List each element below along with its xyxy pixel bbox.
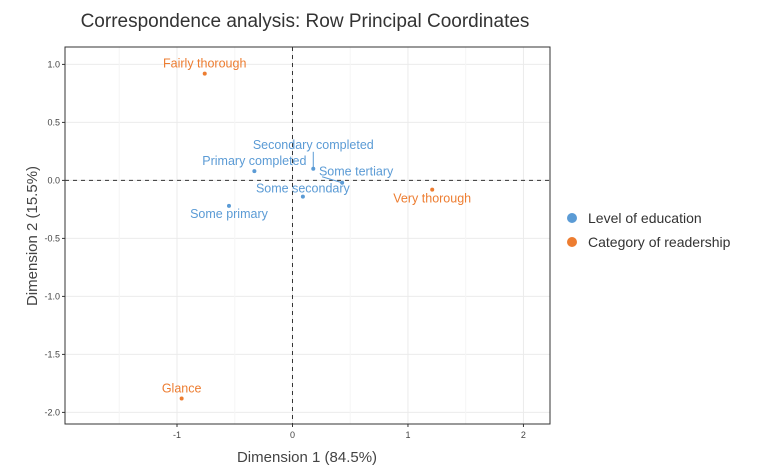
point-label: Secondary completed [253,138,374,152]
data-point [340,180,345,185]
data-point [226,203,231,208]
plot-border [64,46,551,425]
x-tick-label: 2 [521,430,526,440]
y-tick-label: -2.0 [44,407,60,417]
data-point [311,166,316,171]
data-point [202,71,207,76]
x-axis-label: Dimension 1 (84.5%) [237,449,377,466]
legend-marker [567,213,577,223]
x-tick-label: -1 [173,430,181,440]
y-tick-label: -1.0 [44,291,60,301]
data-point [430,187,435,192]
x-tick-label: 1 [405,430,410,440]
y-tick-label: -1.5 [44,349,60,359]
y-axis-label: Dimension 2 (15.5%) [24,166,41,306]
y-tick-label: 0.0 [47,175,60,185]
data-point [252,169,257,174]
data-point [179,396,184,401]
data-point [300,194,305,199]
point-label: Glance [162,381,202,395]
legend-marker [567,237,577,247]
point-label: Some secondary [256,182,351,196]
x-tick-label: 0 [290,430,295,440]
chart-title: Correspondence analysis: Row Principal C… [81,11,530,32]
y-tick-label: -0.5 [44,233,60,243]
point-label: Some tertiary [319,165,394,179]
point-label: Primary completed [202,154,306,168]
point-label: Fairly thorough [163,57,246,71]
point-label: Very thorough [393,192,471,206]
label-leader-line [321,176,343,184]
legend-label: Level of education [588,210,702,226]
y-tick-label: 1.0 [47,59,60,69]
y-tick-label: 0.5 [47,117,60,127]
legend-label: Category of readership [588,234,731,250]
point-label: Some primary [190,207,269,221]
